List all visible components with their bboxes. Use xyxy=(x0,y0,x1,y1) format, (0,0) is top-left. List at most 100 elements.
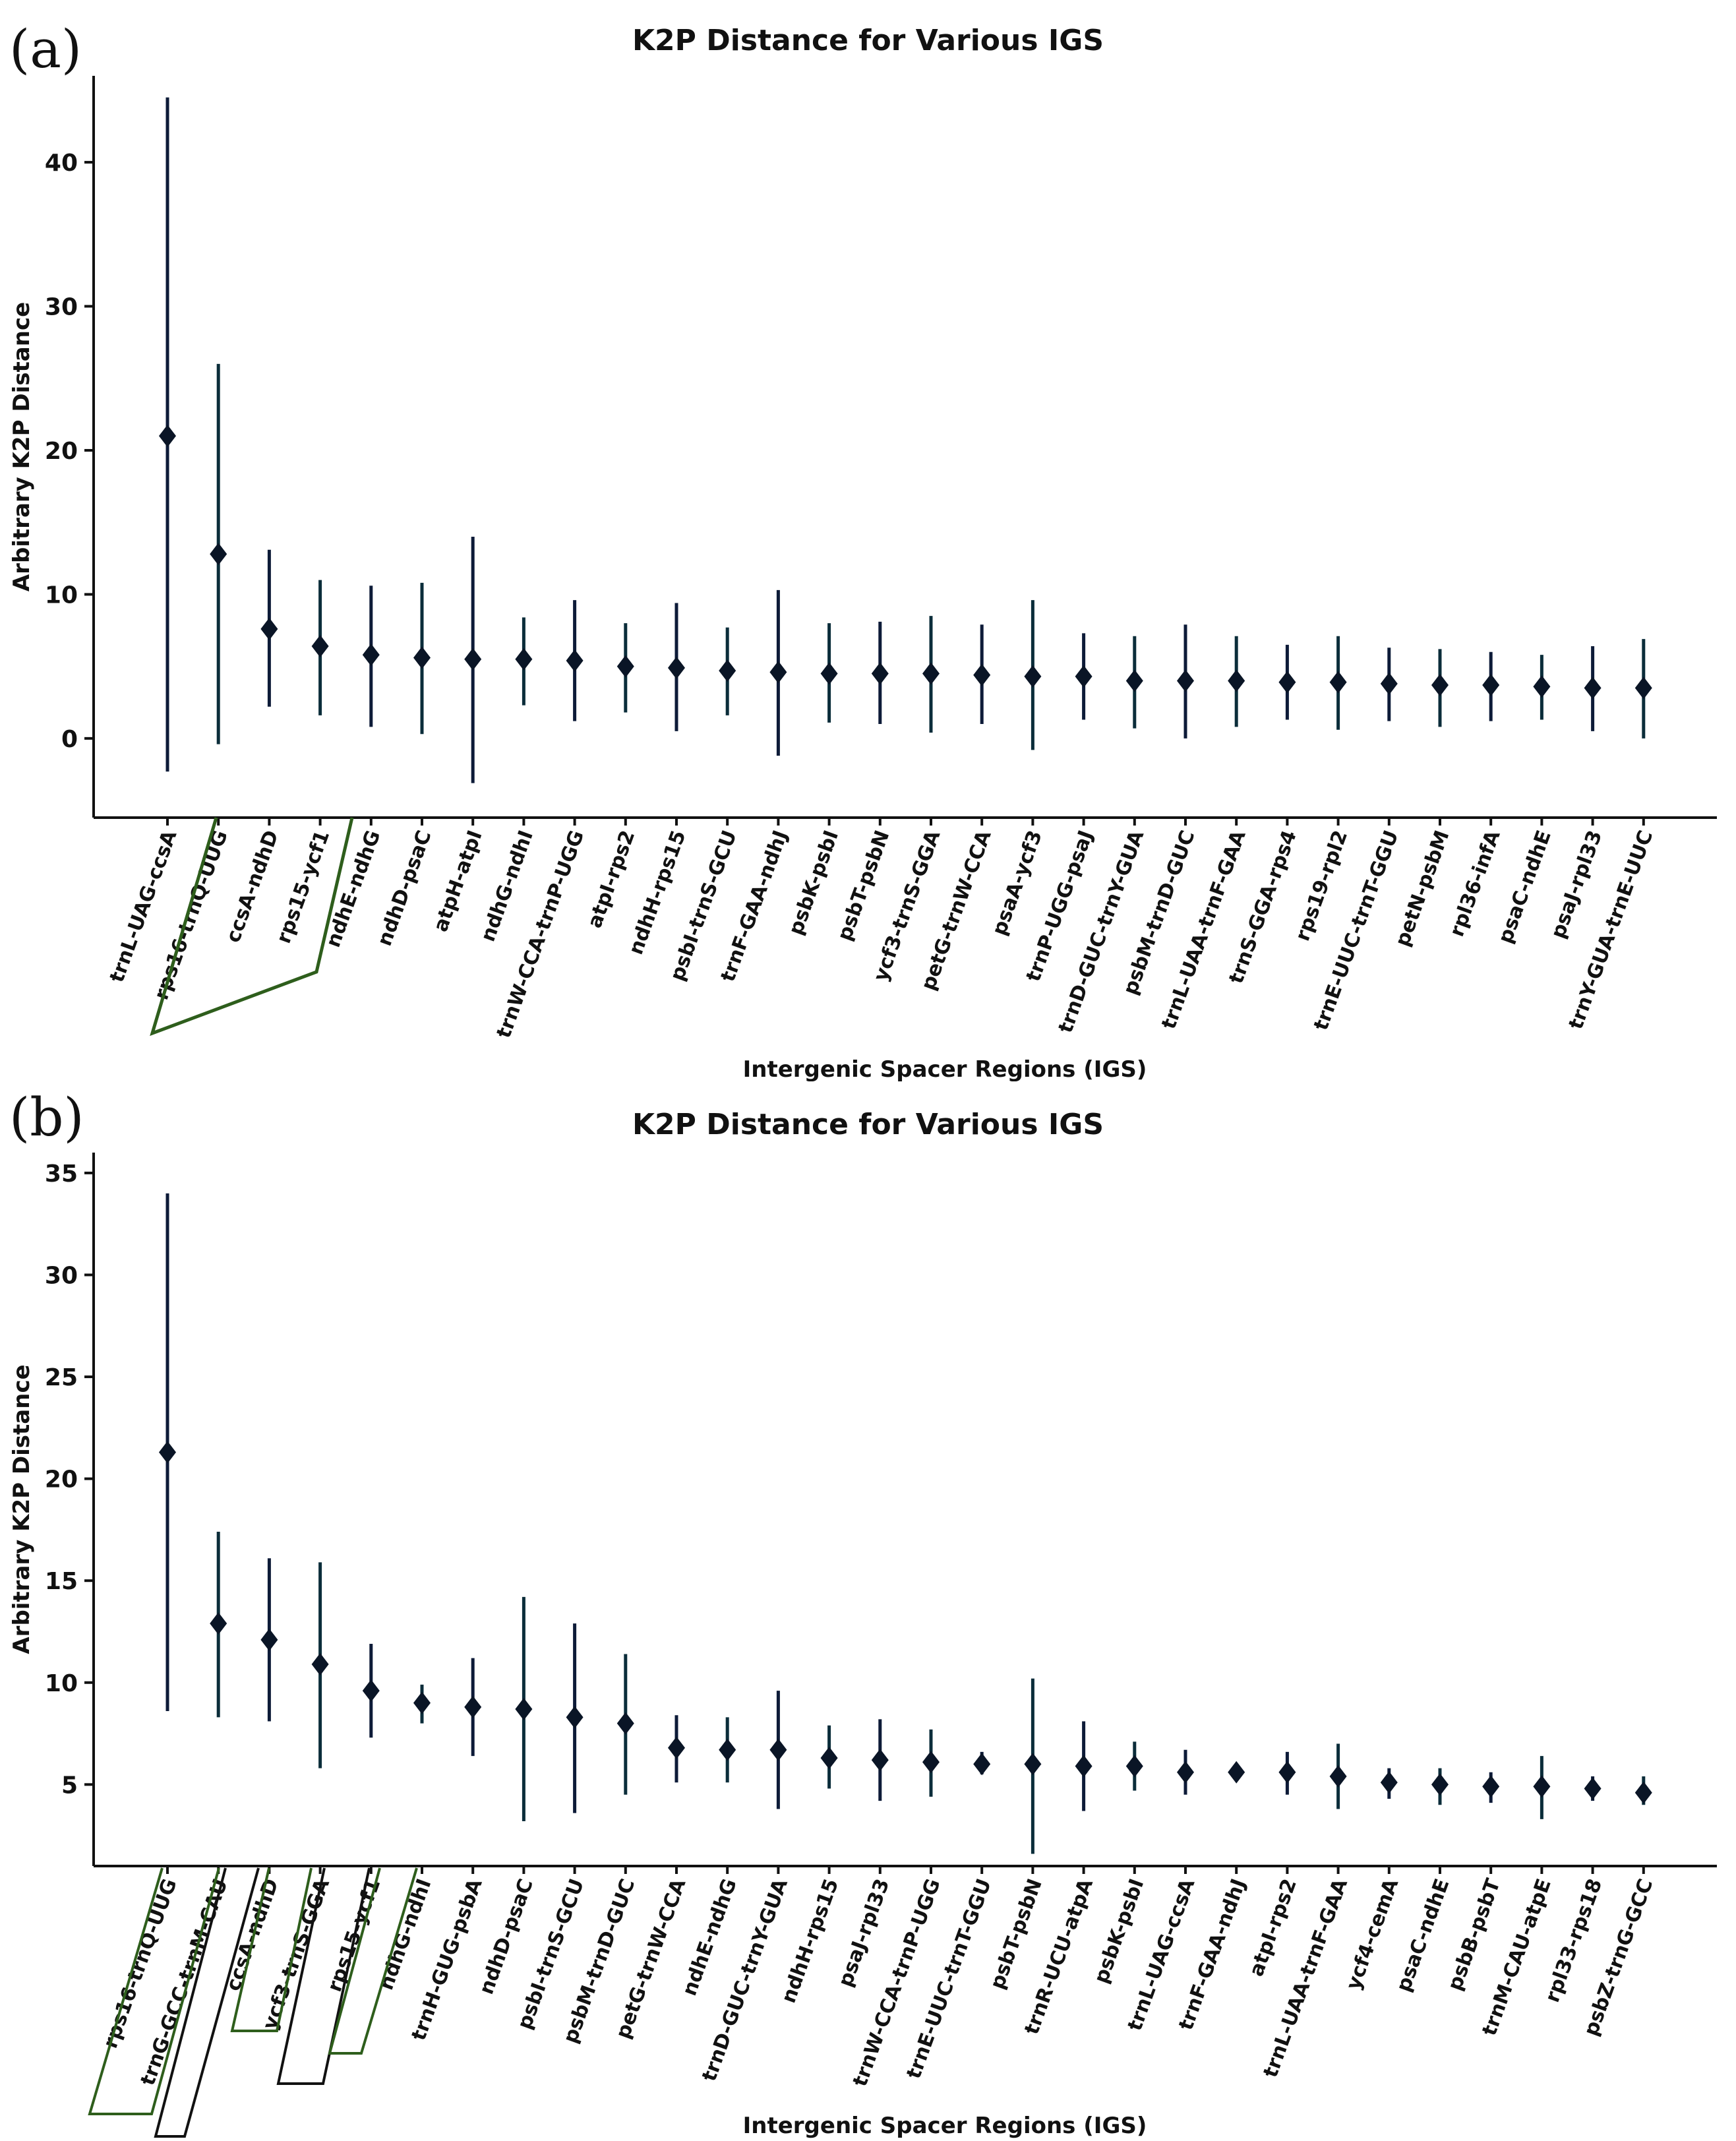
data-point xyxy=(1329,671,1347,694)
x-tick-label: rpl36-infA xyxy=(1445,827,1505,940)
data-point xyxy=(1278,1761,1296,1784)
panel-letter-a: (a) xyxy=(9,18,82,80)
data-point xyxy=(362,644,380,667)
highlight-outline xyxy=(328,1867,418,2055)
data-point xyxy=(311,1652,329,1675)
data-point xyxy=(668,1736,685,1759)
y-tick-label: 40 xyxy=(45,150,78,177)
x-tick-label: psaC-ndhE xyxy=(1494,828,1556,947)
panel-letter-b: (b) xyxy=(9,1087,84,1148)
data-point xyxy=(1584,1777,1601,1800)
data-point xyxy=(871,662,889,685)
panel-b: (b) K2P Distance for Various IGS 5 10 15 20… xyxy=(0,1081,1736,2141)
y-tick-label: 30 xyxy=(45,1262,78,1289)
data-point xyxy=(973,1753,991,1776)
data-point xyxy=(260,1628,278,1651)
x-tick-label: ccsA-ndhD xyxy=(222,828,284,946)
x-tick-label: ycf4-cemA xyxy=(1342,1875,1403,1993)
x-tick-label: psbK-psbI xyxy=(784,828,843,938)
data-point xyxy=(1533,1775,1551,1798)
x-tick-label: atpH-atpI xyxy=(429,828,487,935)
y-tick-label: 25 xyxy=(45,1364,78,1391)
data-point xyxy=(973,663,991,686)
x-tick-label: psbT-psbN xyxy=(833,828,894,944)
highlight-outline xyxy=(276,1867,371,2085)
highlight-outline xyxy=(154,1867,260,2138)
data-point xyxy=(1177,669,1194,692)
y-axis-label: Arbitrary K2P Distance xyxy=(9,302,35,591)
x-tick-label: ndhG-ndhI xyxy=(477,828,538,945)
y-axis-label: Arbitrary K2P Distance xyxy=(9,1364,35,1654)
data-point xyxy=(159,425,176,448)
data-point xyxy=(719,659,736,682)
data-point xyxy=(1634,1781,1652,1804)
data-point xyxy=(769,661,787,684)
data-point xyxy=(1228,1761,1245,1784)
data-point xyxy=(413,1691,431,1714)
data-point xyxy=(566,1706,584,1729)
highlight-outline xyxy=(88,1867,220,2115)
x-tick-label: psbK-psbI xyxy=(1090,1876,1149,1987)
data-point xyxy=(871,1749,889,1772)
x-tick-label: ndhD-psaC xyxy=(475,1876,538,1998)
y-tick-label: 10 xyxy=(45,582,78,609)
data-point xyxy=(1075,665,1092,688)
data-point xyxy=(769,1738,787,1761)
data-point xyxy=(464,648,482,671)
data-point xyxy=(820,662,838,685)
data-point xyxy=(515,1697,533,1720)
data-point xyxy=(1228,669,1245,692)
data-point xyxy=(1482,1775,1500,1798)
x-axis-label: Intergenic Spacer Regions (IGS) xyxy=(743,2113,1147,2139)
chart-a-plot: 0 10 20 30 40 Arbitrary K2P Distance Intergeni… xyxy=(9,76,1717,1081)
data-point xyxy=(1634,677,1652,700)
x-tick-label: psaJ-rpl33 xyxy=(1547,828,1607,942)
x-tick-label: atpI-rps2 xyxy=(584,828,640,931)
x-tick-label: psaJ-rpl33 xyxy=(834,1876,895,1990)
data-point xyxy=(1177,1761,1194,1784)
data-point xyxy=(1278,671,1296,694)
y-tick-label: 15 xyxy=(45,1568,78,1595)
data-point xyxy=(922,662,940,685)
y-tick-label: 35 xyxy=(45,1161,78,1188)
data-point xyxy=(1380,1771,1398,1794)
data-point xyxy=(1431,1773,1449,1796)
data-point xyxy=(668,656,685,679)
data-point xyxy=(260,617,278,640)
data-point xyxy=(464,1695,482,1718)
data-point xyxy=(820,1747,838,1770)
x-tick-label: rps19-rpl2 xyxy=(1291,828,1352,944)
data-point xyxy=(1533,675,1551,698)
data-point xyxy=(311,635,329,658)
x-tick-label: psbB-psbT xyxy=(1443,1875,1505,1993)
y-tick-label: 10 xyxy=(45,1670,78,1697)
data-point xyxy=(1482,674,1500,697)
chart-title-a: K2P Distance for Various IGS xyxy=(632,24,1104,57)
x-tick-label: psaA-ycf3 xyxy=(988,828,1047,938)
data-point xyxy=(515,648,533,671)
data-point xyxy=(566,649,584,672)
data-point xyxy=(1024,1753,1042,1776)
data-point xyxy=(616,1712,634,1735)
x-axis-label: Intergenic Spacer Regions (IGS) xyxy=(743,1056,1147,1081)
data-point xyxy=(1329,1764,1347,1788)
y-tick-label: 0 xyxy=(61,726,78,753)
data-point xyxy=(922,1751,940,1774)
data-point xyxy=(159,1441,176,1464)
y-tick-label: 30 xyxy=(45,294,78,321)
data-point xyxy=(1125,1755,1143,1778)
y-tick-label: 20 xyxy=(45,1466,78,1493)
data-point xyxy=(413,646,431,669)
y-tick-label: 5 xyxy=(61,1772,78,1799)
data-point xyxy=(210,1612,227,1635)
x-tick-label: psaC-ndhE xyxy=(1392,1876,1454,1995)
data-point xyxy=(1125,669,1143,692)
y-tick-label: 20 xyxy=(45,438,78,465)
highlight-outline xyxy=(150,817,354,1037)
x-tick-label: ndhD-psaC xyxy=(373,828,436,950)
chart-b-plot: 5 10 15 20 25 30 35 Arbitrary K2P Distance Inter… xyxy=(9,1153,1717,2139)
x-tick-label: psbT-psbN xyxy=(986,1876,1047,1993)
data-point xyxy=(210,543,227,566)
data-point xyxy=(1024,665,1042,688)
data-point xyxy=(1431,674,1449,697)
